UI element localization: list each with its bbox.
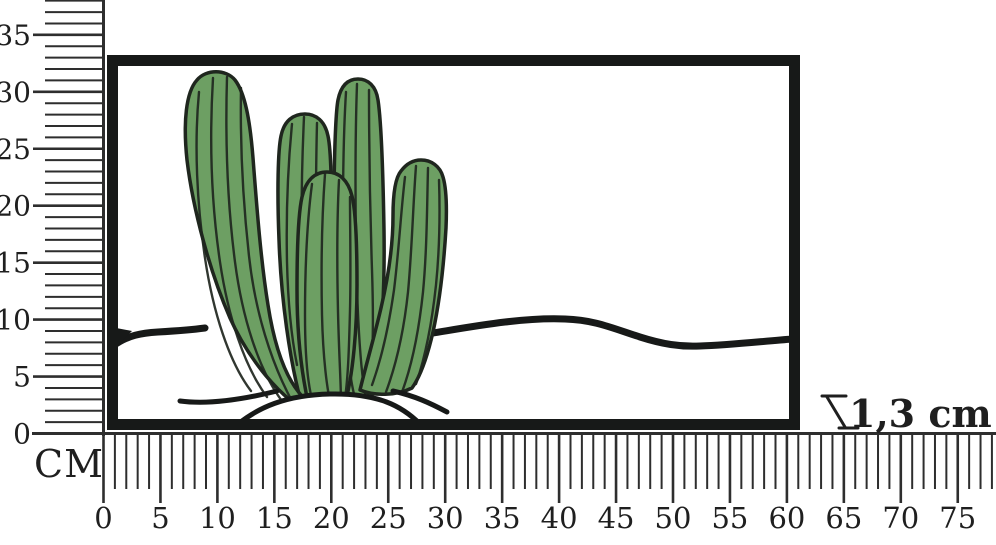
cactus-rib (414, 178, 441, 386)
ground-line-right (423, 315, 797, 350)
sand-mound-outline (235, 391, 423, 427)
horizontal-tick-label: 45 (598, 501, 635, 535)
cactus-rib (336, 178, 343, 404)
horizontal-tick-label: 60 (768, 501, 805, 535)
horizontal-tick-label: 25 (370, 501, 407, 535)
horizontal-tick-label: 20 (313, 501, 350, 535)
vertical-tick-label: 15 (0, 247, 31, 280)
ground-tuft-left (177, 388, 280, 405)
cactus-rib (343, 195, 352, 400)
horizontal-tick-label: 55 (711, 501, 748, 535)
horizontal-tick-label: 0 (94, 501, 112, 535)
horizontal-ruler-labels: 0 5 10 15 20 25 30 35 40 45 50 55 60 65 70 75 (94, 501, 976, 535)
vertical-tick-label: 30 (0, 76, 31, 109)
ground-line-left (109, 324, 209, 350)
vertical-ruler: 0 5 10 15 20 25 30 35 CM (0, 0, 105, 486)
cactus-rib (225, 75, 284, 403)
cactus-rib (239, 86, 295, 405)
horizontal-tick-label: 5 (151, 501, 169, 535)
cactus-rib (210, 76, 269, 399)
cactus (183, 70, 449, 408)
horizontal-tick-label: 10 (199, 501, 236, 535)
depth-label: 1,3 cm (849, 391, 992, 436)
horizontal-tick-label: 35 (484, 501, 521, 535)
horizontal-tick-label: 65 (825, 501, 862, 535)
vertical-tick-label: 5 (13, 361, 31, 394)
cactus-rib (285, 122, 299, 367)
vertical-tick-label: 20 (0, 190, 31, 223)
depth-annotation: 1,3 cm (820, 391, 992, 436)
cactus-rib (303, 182, 315, 405)
vertical-tick-label: 10 (0, 304, 31, 337)
horizontal-ruler: 0 5 10 15 20 25 30 35 40 45 50 55 60 65 70 75 (32, 432, 996, 535)
horizontal-ruler-ticks (102, 434, 993, 503)
vertical-tick-label: 0 (13, 418, 31, 451)
vertical-ruler-labels: 0 5 10 15 20 25 30 35 (0, 19, 31, 451)
horizontal-tick-label: 30 (427, 501, 464, 535)
horizontal-tick-label: 50 (655, 501, 692, 535)
wall-art-frame (107, 55, 800, 430)
ruler-unit-label: CM (34, 442, 104, 486)
cactus-rib (400, 166, 430, 394)
cactus-rib (370, 175, 407, 387)
cactus-rib (384, 164, 418, 394)
horizontal-tick-label: 15 (256, 501, 293, 535)
cactus-wall-art (107, 55, 800, 430)
depth-indicator-icon (820, 394, 860, 430)
vertical-tick-label: 25 (0, 133, 31, 166)
cactus-stem-right (358, 158, 449, 396)
horizontal-tick-label: 70 (882, 501, 919, 535)
ground-tuft-right (390, 388, 450, 415)
horizontal-tick-label: 40 (541, 501, 578, 535)
cactus-rib (195, 90, 253, 393)
vertical-tick-label: 35 (0, 19, 31, 52)
cactus-rib (320, 172, 333, 407)
cactus-stem-front (295, 170, 359, 408)
horizontal-tick-label: 75 (939, 501, 976, 535)
vertical-ruler-ticks (33, 0, 103, 435)
